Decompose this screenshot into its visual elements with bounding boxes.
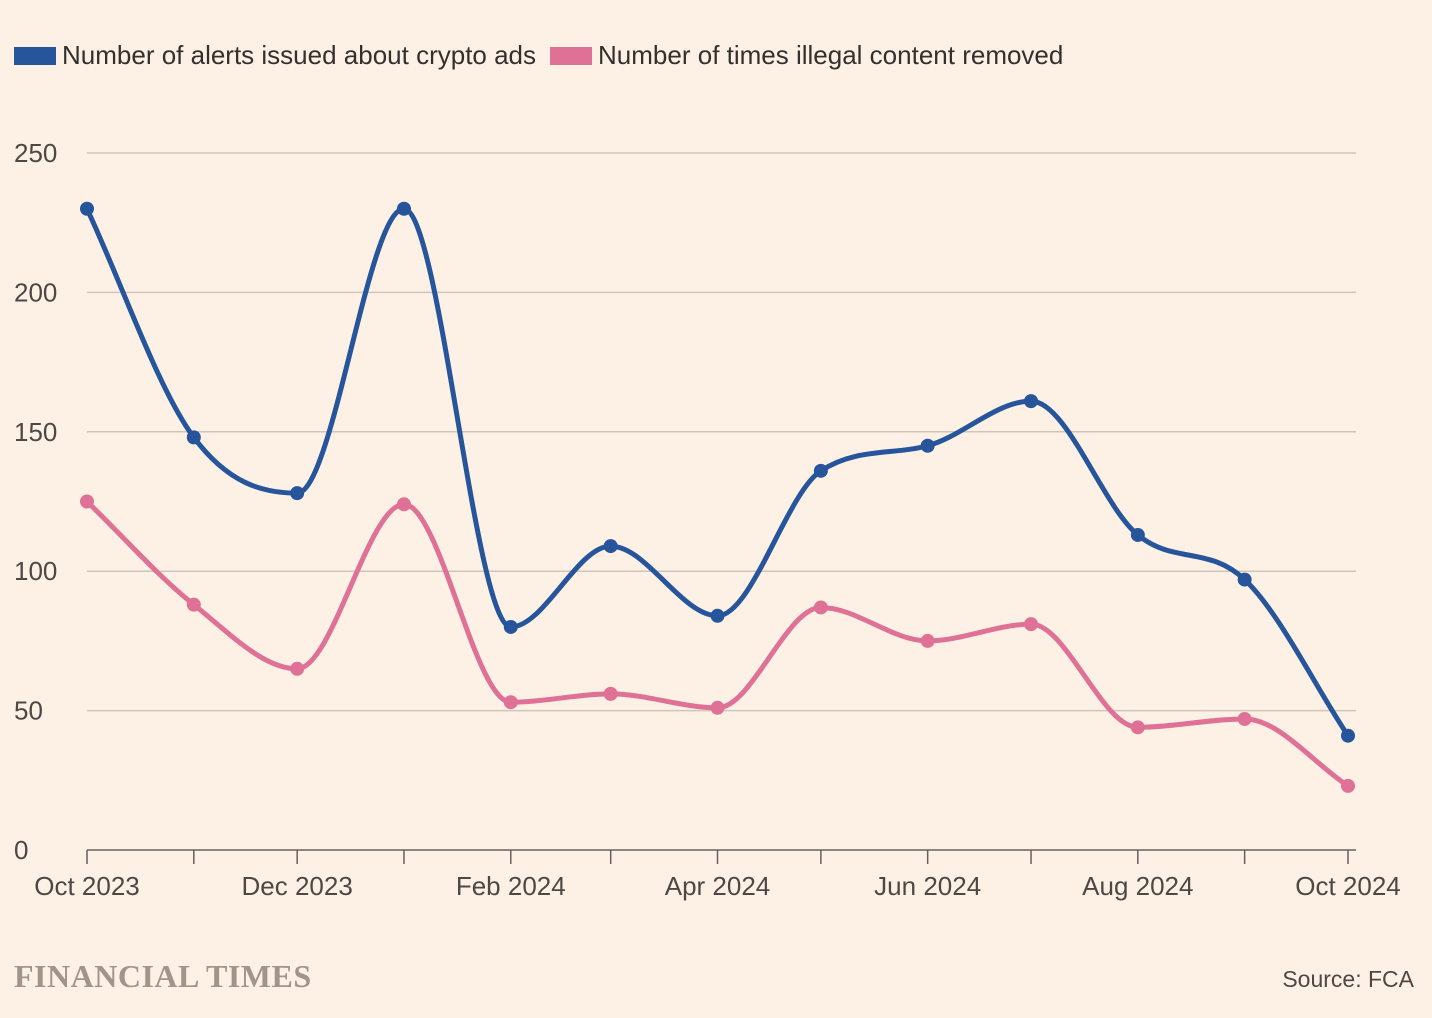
y-tick-label: 200 bbox=[14, 277, 57, 307]
data-point bbox=[1130, 720, 1145, 735]
data-point bbox=[710, 700, 725, 715]
data-point bbox=[813, 463, 828, 478]
y-tick-label: 150 bbox=[14, 417, 57, 447]
series-line bbox=[84, 206, 1351, 738]
legend-swatch-removed bbox=[550, 46, 593, 65]
ft-logo: FINANCIAL TIMES bbox=[14, 958, 312, 994]
source-note: Source: FCA bbox=[1282, 966, 1414, 992]
y-tick-label: 100 bbox=[14, 556, 57, 586]
data-point bbox=[1024, 617, 1039, 632]
data-point bbox=[1024, 394, 1039, 409]
x-tick-label: Oct 2024 bbox=[1295, 871, 1401, 901]
data-point bbox=[186, 430, 201, 445]
data-point bbox=[290, 486, 305, 501]
data-point bbox=[1341, 778, 1355, 793]
legend: Number of alerts issued about crypto ads… bbox=[14, 40, 1063, 71]
data-point bbox=[603, 686, 618, 701]
y-tick-label: 50 bbox=[14, 696, 43, 726]
data-point bbox=[710, 608, 725, 623]
legend-item-alerts: Number of alerts issued about crypto ads bbox=[14, 40, 536, 71]
data-point bbox=[80, 494, 94, 509]
data-point bbox=[396, 497, 411, 512]
legend-item-removed: Number of times illegal content removed bbox=[550, 40, 1063, 71]
x-tick-label: Oct 2023 bbox=[34, 871, 140, 901]
series-line bbox=[85, 499, 1350, 788]
legend-label-alerts: Number of alerts issued about crypto ads bbox=[62, 40, 537, 70]
data-point bbox=[503, 619, 518, 634]
data-point bbox=[1341, 728, 1355, 743]
data-point bbox=[290, 661, 305, 676]
data-point bbox=[1237, 711, 1252, 726]
x-tick-label: Feb 2024 bbox=[456, 871, 566, 901]
data-point bbox=[1130, 527, 1145, 542]
x-tick-label: Apr 2024 bbox=[665, 871, 771, 901]
data-point bbox=[920, 633, 935, 648]
data-point bbox=[920, 438, 935, 453]
x-tick-label: Dec 2023 bbox=[242, 871, 353, 901]
data-point bbox=[80, 201, 94, 216]
legend-swatch-alerts bbox=[14, 46, 56, 65]
data-point bbox=[1237, 572, 1252, 587]
data-point bbox=[503, 695, 518, 710]
data-point bbox=[603, 539, 618, 554]
x-tick-label: Aug 2024 bbox=[1082, 871, 1193, 901]
x-tick-label: Jun 2024 bbox=[874, 871, 981, 901]
data-point bbox=[396, 201, 411, 216]
data-point bbox=[813, 600, 828, 615]
data-point bbox=[186, 597, 201, 612]
y-tick-label: 0 bbox=[14, 835, 28, 865]
y-tick-label: 250 bbox=[14, 138, 57, 168]
legend-label-removed: Number of times illegal content removed bbox=[598, 40, 1064, 70]
